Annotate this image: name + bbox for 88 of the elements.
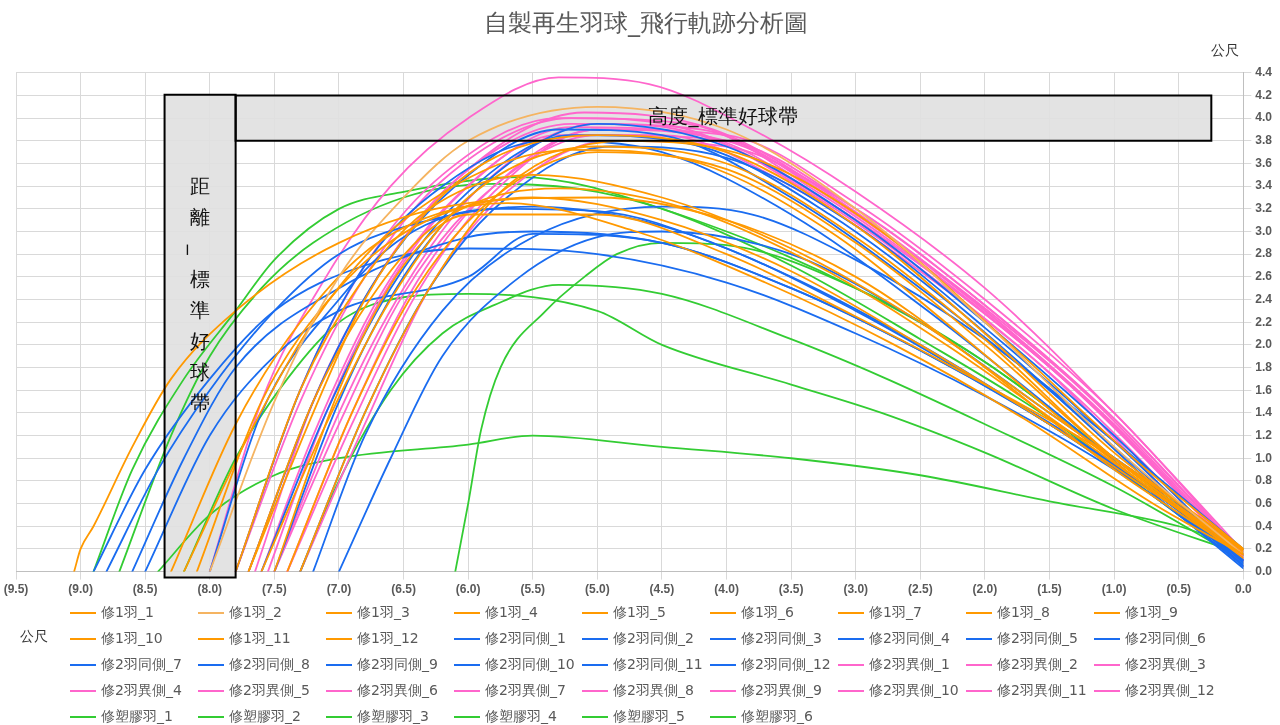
legend-label: 修2羽異側_7 bbox=[485, 682, 566, 700]
y-tick-label: 0.4 bbox=[1255, 518, 1273, 533]
legend-label: 修2羽異側_3 bbox=[1125, 656, 1206, 674]
y-tick-label: 2.0 bbox=[1255, 337, 1273, 352]
legend-label: 修2羽異側_10 bbox=[869, 682, 959, 700]
legend-label: 修塑膠羽_2 bbox=[229, 708, 301, 725]
y-tick-label: 2.2 bbox=[1255, 314, 1273, 329]
y-tick-label: 2.8 bbox=[1255, 246, 1273, 261]
legend-label: 修2羽同側_7 bbox=[101, 656, 182, 674]
x-tick-label: (6.5) bbox=[391, 582, 416, 597]
y-tick-label: 0.0 bbox=[1255, 563, 1273, 578]
legend-label: 修2羽同側_6 bbox=[1125, 630, 1206, 648]
x-tick-label: (8.0) bbox=[197, 582, 223, 597]
legend-label: 修2羽同側_5 bbox=[997, 630, 1078, 648]
y-tick-label: 4.0 bbox=[1255, 110, 1273, 125]
legend-label: 修塑膠羽_3 bbox=[357, 708, 429, 725]
y-tick-label: 1.4 bbox=[1255, 405, 1273, 420]
legend-label: 修2羽同側_9 bbox=[357, 656, 438, 674]
legend-label: 修2羽同側_8 bbox=[229, 656, 310, 674]
legend-label: 修1羽_4 bbox=[485, 604, 538, 622]
y-tick-label: 2.4 bbox=[1255, 291, 1273, 306]
legend-label: 修塑膠羽_5 bbox=[613, 708, 685, 725]
legend-label: 修塑膠羽_6 bbox=[741, 708, 813, 725]
legend-label: 修2羽同側_11 bbox=[613, 656, 703, 674]
legend-label: 修2羽異側_2 bbox=[997, 656, 1078, 674]
legend-label: 修2羽同側_12 bbox=[741, 656, 831, 674]
y-tick-label: 0.8 bbox=[1255, 473, 1273, 488]
x-tick-label: (2.0) bbox=[972, 582, 998, 597]
x-tick-label: 0.0 bbox=[1234, 582, 1252, 597]
x-tick-label: (4.5) bbox=[649, 582, 675, 597]
y-axis-title: 公尺 bbox=[1211, 42, 1240, 59]
legend-label: 修1羽_8 bbox=[997, 604, 1050, 622]
legend-label: 修2羽異側_12 bbox=[1125, 682, 1215, 700]
legend-label: 修2羽同側_10 bbox=[485, 656, 575, 674]
x-tick-label: (1.0) bbox=[1101, 582, 1127, 597]
y-tick-label: 3.4 bbox=[1255, 178, 1273, 193]
legend-label: 修2羽異側_8 bbox=[613, 682, 694, 700]
y-tick-label: 1.2 bbox=[1255, 427, 1273, 442]
x-tick-label: (8.5) bbox=[132, 582, 158, 597]
y-tick-label: 1.0 bbox=[1255, 450, 1273, 465]
legend-label: 修1羽_7 bbox=[869, 604, 922, 622]
x-tick-label: (6.0) bbox=[455, 582, 481, 597]
x-tick-label: (1.5) bbox=[1037, 582, 1062, 597]
x-tick-label: (2.5) bbox=[908, 582, 933, 597]
legend-label: 修2羽同側_4 bbox=[869, 630, 950, 648]
y-tick-label: 4.4 bbox=[1255, 65, 1273, 80]
legend-label: 修塑膠羽_4 bbox=[485, 708, 557, 725]
x-tick-label: (4.0) bbox=[714, 582, 739, 597]
x-tick-label: (9.5) bbox=[3, 582, 29, 597]
x-tick-label: (0.5) bbox=[1166, 582, 1192, 597]
y-tick-label: 1.8 bbox=[1255, 359, 1273, 374]
legend-label: 修2羽異側_5 bbox=[229, 682, 310, 700]
x-axis-title: 公尺 bbox=[20, 628, 48, 646]
legend-label: 修2羽同側_3 bbox=[741, 630, 822, 648]
x-tick-label: (3.5) bbox=[778, 582, 804, 597]
y-tick-label: 3.0 bbox=[1255, 223, 1273, 238]
legend-label: 修1羽_11 bbox=[229, 630, 291, 648]
legend-label: 修2羽同側_2 bbox=[613, 630, 694, 648]
legend-label: 修1羽_10 bbox=[101, 630, 163, 648]
legend-label: 修1羽_5 bbox=[613, 604, 666, 622]
x-tick-label: (3.0) bbox=[843, 582, 869, 597]
legend-label: 修1羽_3 bbox=[357, 604, 410, 622]
x-tick-label: (7.5) bbox=[262, 582, 287, 597]
legend-label: 修2羽異側_1 bbox=[869, 656, 950, 674]
y-tick-label: 4.2 bbox=[1255, 87, 1273, 102]
legend-label: 修2羽異側_11 bbox=[997, 682, 1087, 700]
legend-label: 修1羽_12 bbox=[357, 630, 419, 648]
legend-label: 修1羽_2 bbox=[229, 604, 282, 622]
y-tick-label: 0.2 bbox=[1255, 541, 1273, 556]
legend-label: 修2羽同側_1 bbox=[485, 630, 566, 648]
y-tick-label: 3.8 bbox=[1255, 133, 1273, 148]
legend-label: 修1羽_9 bbox=[1125, 604, 1178, 622]
y-tick-label: 0.6 bbox=[1255, 495, 1273, 510]
x-tick-label: (7.0) bbox=[326, 582, 352, 597]
y-tick-label: 3.6 bbox=[1255, 155, 1273, 170]
y-tick-label: 1.6 bbox=[1255, 382, 1273, 397]
legend-label: 修塑膠羽_1 bbox=[101, 708, 173, 725]
legend-label: 修1羽_6 bbox=[741, 604, 794, 622]
chart-title: 自製再生羽球_飛行軌跡分析圖 bbox=[484, 8, 808, 37]
legend-label: 修1羽_1 bbox=[101, 604, 154, 622]
x-tick-label: (9.0) bbox=[68, 582, 93, 597]
x-tick-label: (5.0) bbox=[585, 582, 610, 597]
y-tick-label: 3.2 bbox=[1255, 201, 1273, 216]
y-tick-label: 2.6 bbox=[1255, 269, 1273, 284]
legend-label: 修2羽異側_4 bbox=[101, 682, 182, 700]
legend-label: 修2羽異側_9 bbox=[741, 682, 822, 700]
x-tick-label: (5.5) bbox=[520, 582, 546, 597]
legend-label: 修2羽異側_6 bbox=[357, 682, 438, 700]
